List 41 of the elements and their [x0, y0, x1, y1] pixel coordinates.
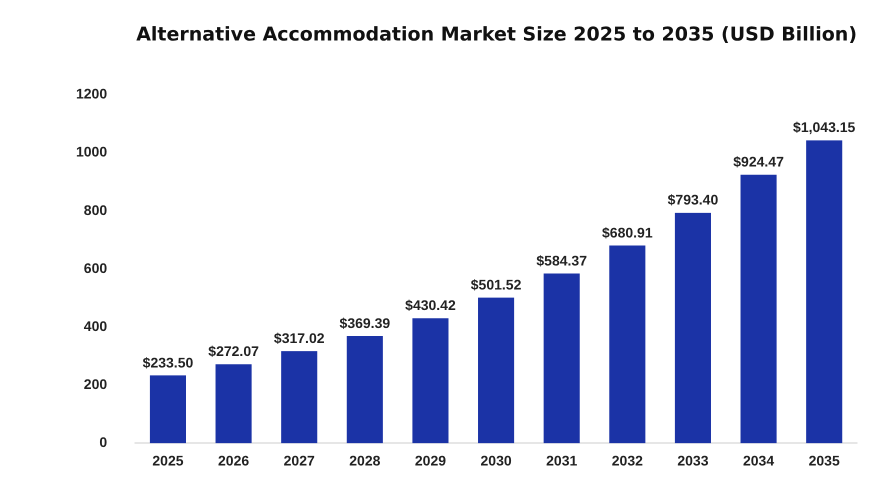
- data-label: $1,043.15: [793, 119, 856, 136]
- x-tick-label: 2025: [152, 452, 184, 468]
- data-label: $501.52: [470, 276, 522, 292]
- x-tick-label: 2029: [414, 452, 446, 468]
- data-label: $233.50: [142, 354, 194, 370]
- y-tick-label: 1000: [76, 144, 108, 160]
- bar: [281, 351, 318, 444]
- y-tick-label: 1200: [76, 86, 108, 102]
- bar: [412, 318, 448, 444]
- y-tick-label: 800: [84, 202, 108, 218]
- bar: [674, 212, 711, 444]
- data-label: $584.37: [536, 252, 588, 268]
- y-tick-label: 600: [84, 260, 108, 276]
- x-tick-label: 2026: [218, 452, 250, 468]
- chart-title: Alternative Accommodation Market Size 2025 to 2035 (USD Billion): [136, 23, 857, 46]
- bar: [806, 140, 842, 444]
- bar: [346, 336, 383, 444]
- bar: [150, 375, 186, 444]
- x-tick-label: 2033: [677, 452, 709, 468]
- x-tick-label: 2034: [742, 452, 774, 468]
- data-label: $317.02: [274, 330, 325, 346]
- bar: [216, 364, 252, 444]
- bar: [544, 274, 580, 444]
- data-label: $680.91: [602, 224, 653, 240]
- y-tick-label: 0: [99, 434, 108, 450]
- x-tick-label: 2030: [480, 452, 512, 468]
- x-tick-label: 2032: [612, 452, 644, 468]
- data-label: $272.07: [208, 343, 260, 360]
- bar: [478, 298, 514, 444]
- x-tick-label: 2027: [284, 452, 315, 468]
- data-label: $430.42: [405, 297, 456, 314]
- bar: [609, 246, 646, 444]
- data-label: $924.47: [733, 154, 784, 170]
- bar: [740, 174, 777, 444]
- y-tick-label: 200: [84, 376, 108, 392]
- data-label: $369.39: [340, 314, 390, 331]
- x-tick-label: 2028: [349, 452, 381, 468]
- data-label: $793.40: [668, 192, 718, 208]
- y-tick-label: 400: [84, 318, 108, 334]
- x-tick-label: 2035: [808, 452, 840, 468]
- x-tick-label: 2031: [546, 452, 578, 468]
